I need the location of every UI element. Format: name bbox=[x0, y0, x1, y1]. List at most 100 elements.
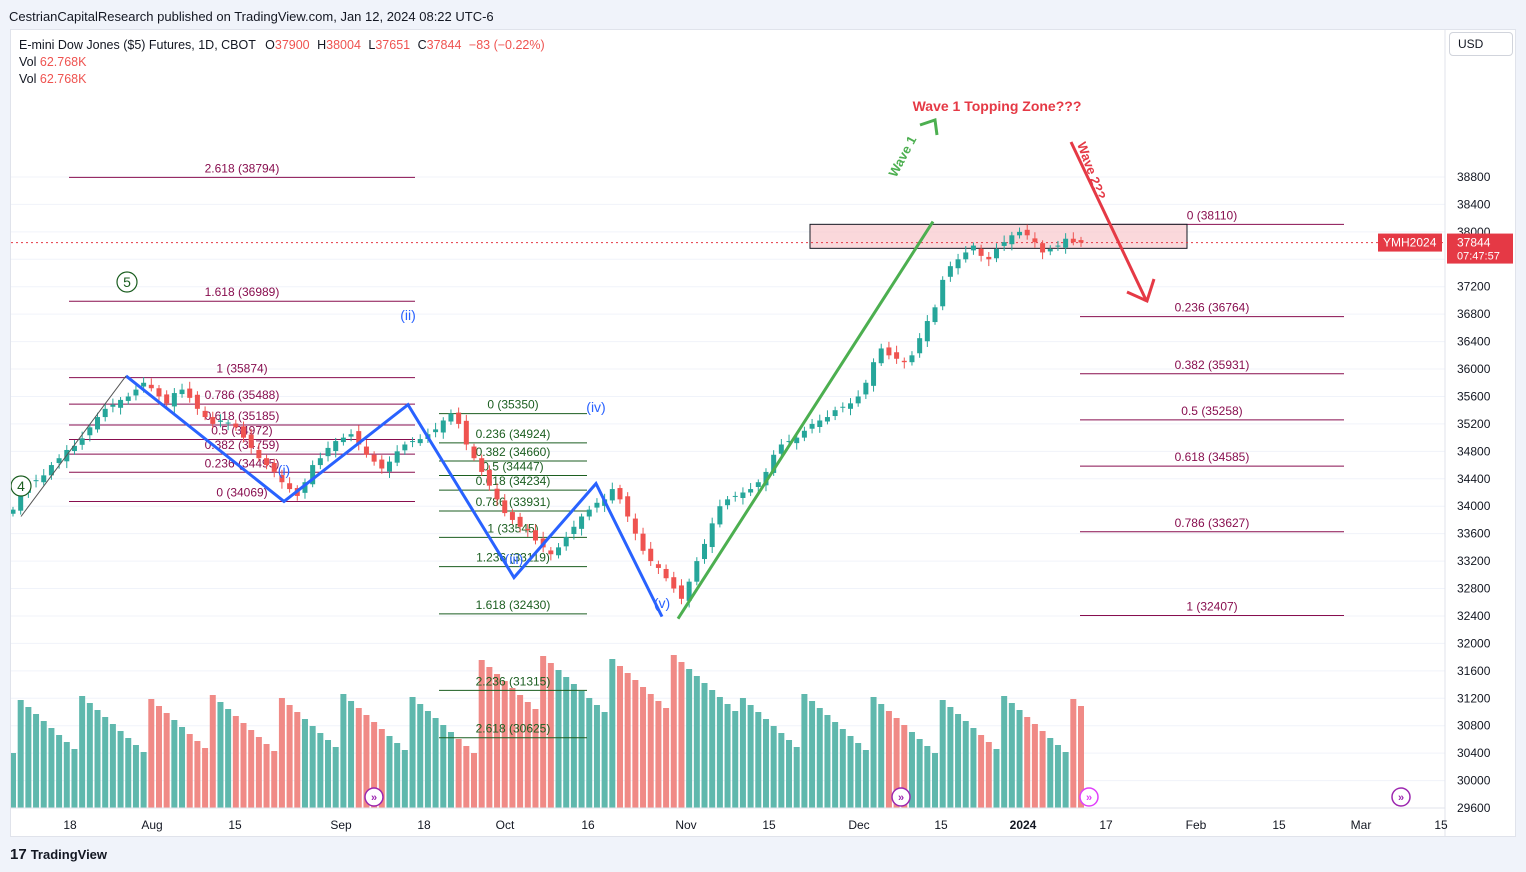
volume-bar bbox=[447, 732, 454, 808]
volume-bar bbox=[770, 726, 777, 808]
volume-bar bbox=[10, 753, 16, 808]
price-chart[interactable]: 2.618 (38794) 1.618 (36989) 1 (35874) 0.786… bbox=[10, 30, 1515, 836]
price-tick-label: 36400 bbox=[1457, 335, 1491, 349]
price-tick-label: 32400 bbox=[1457, 609, 1491, 623]
tradingview-logo[interactable]: 17 TradingView bbox=[10, 846, 107, 863]
circled-5-text: 5 bbox=[123, 274, 131, 290]
candle-body bbox=[663, 568, 669, 579]
volume-bar bbox=[786, 740, 793, 808]
chart-frame[interactable]: 2.618 (38794) 1.618 (36989) 1 (35874) 0.786… bbox=[10, 29, 1516, 837]
candle-body bbox=[264, 458, 270, 466]
time-tick-label: 18 bbox=[63, 818, 77, 832]
legend-vol-row-2: Vol 62.768K bbox=[19, 71, 545, 88]
volume-bar bbox=[670, 655, 677, 808]
wave-label: (ii) bbox=[400, 307, 416, 323]
volume-bar bbox=[317, 733, 324, 808]
volume-bar bbox=[424, 711, 431, 808]
fib-label: 2.618 (30625) bbox=[476, 722, 551, 736]
candle-body bbox=[748, 489, 754, 493]
current-price-text: 37844 bbox=[1457, 236, 1491, 250]
candle-body bbox=[471, 446, 477, 459]
event-icon-glyph: » bbox=[371, 792, 377, 804]
volume-bar bbox=[17, 700, 24, 808]
volume-bar bbox=[348, 701, 355, 808]
candle-body bbox=[402, 444, 408, 451]
candle-body bbox=[325, 447, 331, 457]
volume-bar bbox=[255, 737, 262, 808]
price-tick-label: 31200 bbox=[1457, 691, 1491, 705]
volume-bar bbox=[1054, 745, 1061, 808]
candle-body bbox=[317, 458, 323, 466]
candle-body bbox=[456, 412, 462, 424]
volume-bar bbox=[401, 750, 408, 808]
candle-body bbox=[164, 394, 170, 404]
candle-body bbox=[809, 423, 815, 429]
volume-bar bbox=[932, 753, 939, 808]
candle-body bbox=[433, 429, 439, 433]
volume-bar bbox=[440, 725, 447, 808]
fib-label: 0.5 (35258) bbox=[1181, 404, 1242, 418]
candle-body bbox=[125, 396, 131, 401]
candle-body bbox=[110, 404, 116, 407]
low-value: 37651 bbox=[375, 38, 411, 52]
volume-bar bbox=[624, 673, 631, 808]
volume-bar bbox=[686, 669, 693, 808]
volume-bar bbox=[816, 708, 823, 808]
candle-body bbox=[556, 547, 562, 556]
fib-label: 0 (35350) bbox=[487, 398, 538, 412]
volume-bar bbox=[194, 741, 201, 808]
fib-label: 1.618 (32430) bbox=[476, 598, 551, 612]
candle-body bbox=[794, 437, 800, 444]
circled-5 bbox=[116, 271, 138, 293]
fib-label: 0.382 (34660) bbox=[476, 445, 551, 459]
circled-4 bbox=[10, 475, 32, 497]
candle-body bbox=[1040, 243, 1046, 253]
price-tick-label: 38400 bbox=[1457, 197, 1491, 211]
publisher-header: CestrianCapitalResearch published on Tra… bbox=[9, 9, 494, 24]
time-tick-label: Nov bbox=[675, 818, 696, 832]
volume-bar bbox=[40, 721, 47, 808]
volume-bar bbox=[301, 719, 308, 808]
volume-bar bbox=[663, 708, 670, 808]
candle-body bbox=[95, 417, 101, 430]
volume-bar bbox=[33, 714, 40, 808]
currency-button[interactable]: USD bbox=[1449, 32, 1513, 56]
volume-bar bbox=[693, 676, 700, 808]
symbol-name[interactable]: E-mini Dow Jones ($5) Futures, 1D, CBOT bbox=[19, 38, 256, 52]
candle-body bbox=[233, 423, 239, 428]
volume-bar bbox=[970, 728, 977, 808]
candle-body bbox=[410, 441, 416, 443]
candle-body bbox=[717, 506, 723, 525]
vol-label[interactable]: Vol bbox=[19, 55, 37, 69]
volume-bar bbox=[225, 709, 232, 808]
candle-body bbox=[302, 482, 308, 493]
high-value: 38004 bbox=[326, 38, 361, 52]
volume-bar bbox=[709, 690, 716, 808]
time-tick-label: Dec bbox=[848, 818, 869, 832]
volume-bar bbox=[501, 681, 508, 808]
candle-body bbox=[217, 420, 223, 422]
volume-bar bbox=[1001, 696, 1008, 808]
volume-bar bbox=[240, 723, 247, 808]
candle-body bbox=[932, 307, 938, 323]
volume-bar bbox=[1031, 724, 1038, 808]
candle-body bbox=[1017, 231, 1023, 236]
close-value: 37844 bbox=[426, 38, 462, 52]
time-tick-label: 18 bbox=[417, 818, 431, 832]
volume-bar bbox=[125, 738, 132, 808]
candle-body bbox=[563, 537, 569, 547]
volume-bar bbox=[409, 697, 416, 808]
legend-ohlc-row: E-mini Dow Jones ($5) Futures, 1D, CBOT … bbox=[19, 37, 545, 54]
candle-body bbox=[678, 585, 684, 599]
candle-body bbox=[886, 347, 892, 356]
candle-body bbox=[840, 406, 846, 408]
volume-bar bbox=[94, 710, 101, 808]
fib-label: 0.236 (34924) bbox=[476, 427, 551, 441]
candle-body bbox=[18, 493, 24, 511]
vol-label-2[interactable]: Vol bbox=[19, 72, 37, 86]
candle-body bbox=[494, 488, 500, 500]
volume-bar bbox=[202, 748, 209, 808]
event-icon bbox=[891, 787, 911, 807]
candle-body bbox=[256, 449, 262, 459]
candle-body bbox=[1063, 238, 1069, 248]
